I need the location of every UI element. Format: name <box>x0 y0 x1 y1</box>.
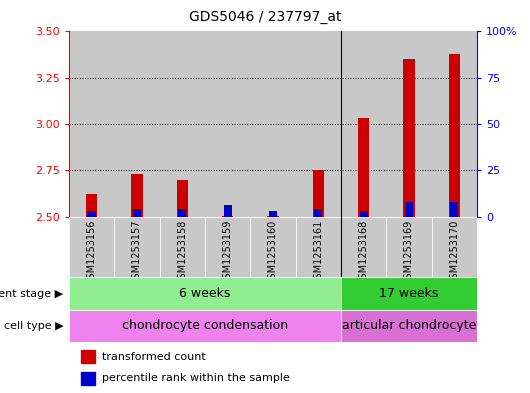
Text: GSM1253170: GSM1253170 <box>449 220 460 285</box>
Bar <box>405 202 413 217</box>
Text: GSM1253161: GSM1253161 <box>313 220 323 285</box>
Bar <box>176 180 188 217</box>
Text: cell type ▶: cell type ▶ <box>4 321 64 331</box>
Text: GSM1253159: GSM1253159 <box>223 220 233 285</box>
Text: transformed count: transformed count <box>102 351 205 362</box>
Text: chondrocyte condensation: chondrocyte condensation <box>122 319 288 332</box>
Bar <box>296 217 341 277</box>
Bar <box>69 31 114 217</box>
Bar <box>114 31 160 217</box>
Bar <box>69 310 341 342</box>
Text: GDS5046 / 237797_at: GDS5046 / 237797_at <box>189 10 341 24</box>
Bar <box>131 174 143 217</box>
Bar <box>222 216 233 217</box>
Bar <box>269 211 277 217</box>
Bar <box>359 211 368 217</box>
Bar <box>386 217 431 277</box>
Bar <box>296 31 341 217</box>
Bar <box>449 54 460 217</box>
Bar <box>250 31 296 217</box>
Text: GSM1253157: GSM1253157 <box>132 220 142 285</box>
Text: percentile rank within the sample: percentile rank within the sample <box>102 373 289 383</box>
Text: GSM1253160: GSM1253160 <box>268 220 278 285</box>
Bar <box>178 209 187 217</box>
Bar <box>69 217 114 277</box>
Bar <box>341 31 386 217</box>
Bar <box>114 217 160 277</box>
Bar <box>250 217 296 277</box>
Bar <box>431 217 477 277</box>
Bar <box>450 202 458 217</box>
Bar <box>224 206 232 217</box>
Bar <box>313 170 324 217</box>
Bar <box>81 372 95 384</box>
Bar <box>341 310 477 342</box>
Bar <box>358 118 369 217</box>
Bar <box>69 277 341 310</box>
Bar <box>86 194 97 217</box>
Bar <box>431 31 477 217</box>
Bar <box>386 31 431 217</box>
Bar <box>81 350 95 363</box>
Bar <box>87 211 95 217</box>
Text: GSM1253169: GSM1253169 <box>404 220 414 285</box>
Text: development stage ▶: development stage ▶ <box>0 288 64 299</box>
Text: 6 weeks: 6 weeks <box>179 287 231 300</box>
Bar <box>160 31 205 217</box>
Bar <box>403 59 414 217</box>
Bar <box>160 217 205 277</box>
Bar <box>267 216 279 217</box>
Bar <box>341 217 386 277</box>
Bar <box>133 209 141 217</box>
Bar <box>205 31 250 217</box>
Bar <box>314 209 322 217</box>
Bar <box>205 217 250 277</box>
Text: GSM1253168: GSM1253168 <box>359 220 369 285</box>
Text: GSM1253156: GSM1253156 <box>86 220 96 285</box>
Text: GSM1253158: GSM1253158 <box>177 220 187 285</box>
Text: articular chondrocyte: articular chondrocyte <box>342 319 476 332</box>
Text: 17 weeks: 17 weeks <box>379 287 439 300</box>
Bar <box>341 277 477 310</box>
